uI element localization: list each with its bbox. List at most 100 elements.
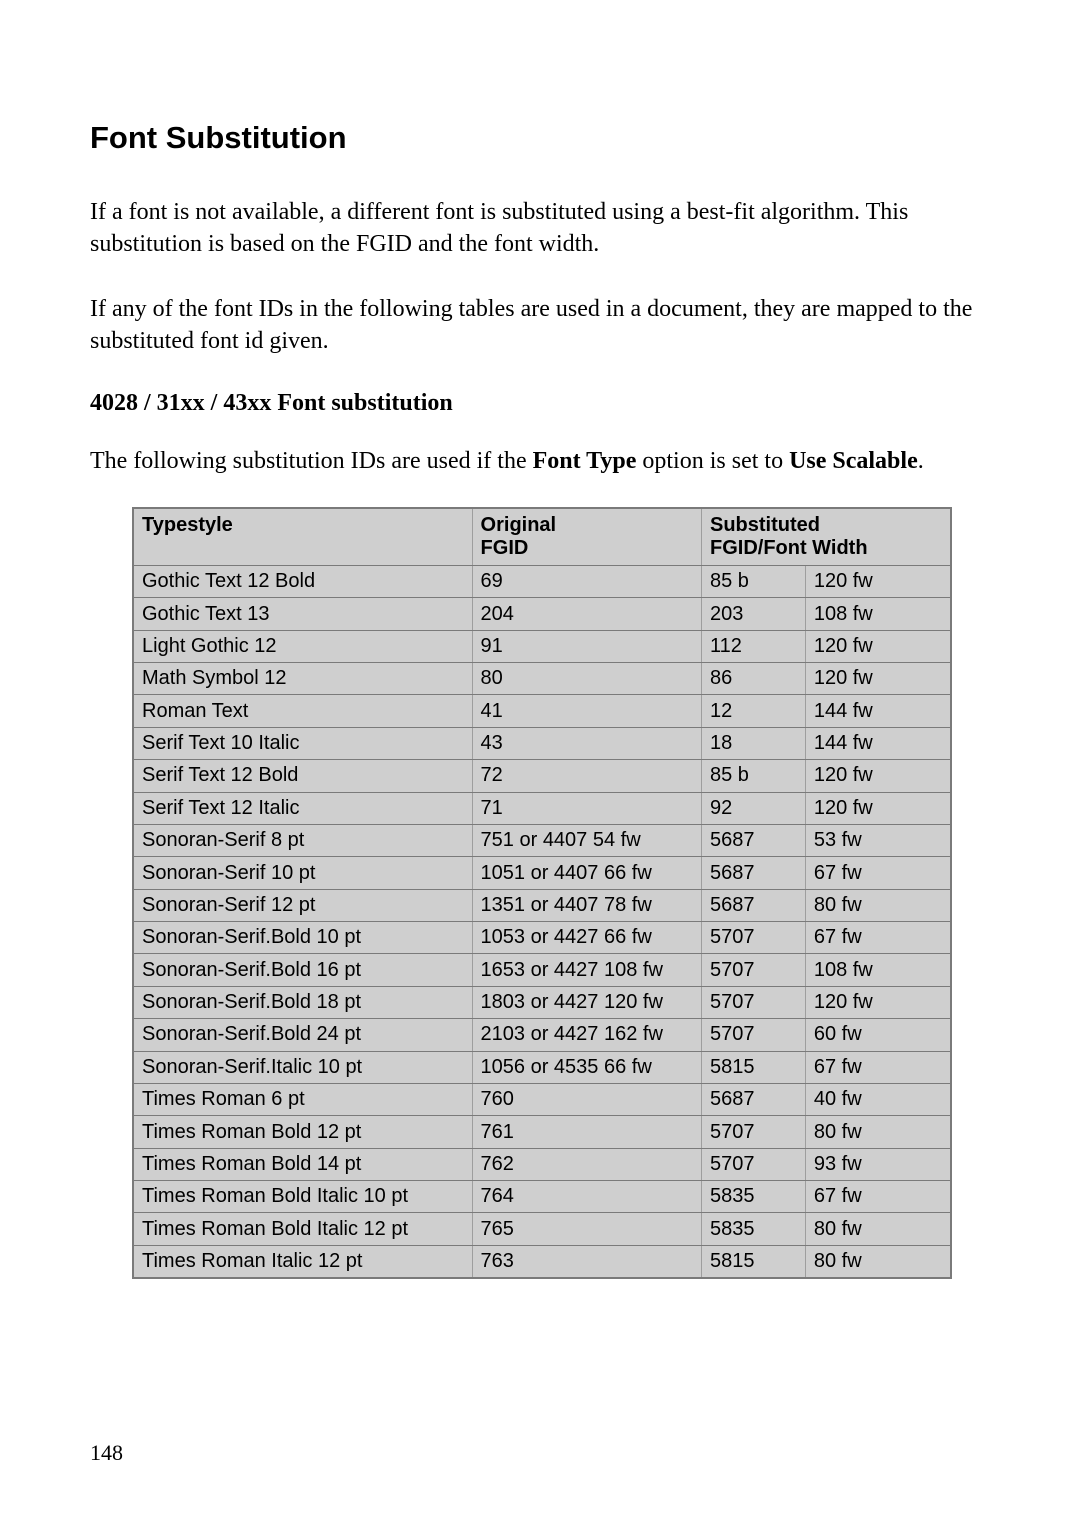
td-substituted-fgid: 112: [701, 630, 805, 662]
td-substituted-fgid: 5687: [701, 857, 805, 889]
section-subtitle: 4028 / 31xx / 43xx Font substitution: [90, 390, 990, 417]
th-original-line1: Original: [481, 514, 557, 536]
table-row: Sonoran-Serif.Bold 18 pt1803 or 4427 120…: [133, 986, 951, 1018]
td-substituted-fgid: 12: [701, 695, 805, 727]
td-original-fgid: 765: [472, 1213, 701, 1245]
table-row: Times Roman Bold 14 pt762570793 fw: [133, 1148, 951, 1180]
td-original-fgid: 762: [472, 1148, 701, 1180]
th-original-line2: FGID: [481, 537, 529, 559]
td-typestyle: Gothic Text 13: [133, 598, 472, 630]
table-row: Light Gothic 1291112120 fw: [133, 630, 951, 662]
td-typestyle: Times Roman 6 pt: [133, 1083, 472, 1115]
td-original-fgid: 43: [472, 727, 701, 759]
td-typestyle: Sonoran-Serif 12 pt: [133, 889, 472, 921]
td-substituted-width: 120 fw: [805, 663, 951, 695]
td-original-fgid: 1051 or 4407 66 fw: [472, 857, 701, 889]
td-typestyle: Math Symbol 12: [133, 663, 472, 695]
td-original-fgid: 71: [472, 792, 701, 824]
th-original-fgid: Original FGID: [472, 508, 701, 566]
td-substituted-fgid: 5707: [701, 954, 805, 986]
td-original-fgid: 1803 or 4427 120 fw: [472, 986, 701, 1018]
td-typestyle: Roman Text: [133, 695, 472, 727]
table-row: Times Roman Bold Italic 10 pt764583567 f…: [133, 1181, 951, 1213]
td-substituted-width: 40 fw: [805, 1083, 951, 1115]
td-substituted-fgid: 85 b: [701, 565, 805, 597]
table-header-row: Typestyle Original FGID Substituted FGID…: [133, 508, 951, 566]
th-substituted: Substituted FGID/Font Width: [701, 508, 951, 566]
td-typestyle: Serif Text 12 Bold: [133, 760, 472, 792]
td-substituted-fgid: 203: [701, 598, 805, 630]
td-substituted-width: 80 fw: [805, 1213, 951, 1245]
table-row: Serif Text 12 Italic7192120 fw: [133, 792, 951, 824]
table-row: Sonoran-Serif 12 pt1351 or 4407 78 fw568…: [133, 889, 951, 921]
table-row: Sonoran-Serif 8 pt751 or 4407 54 fw56875…: [133, 824, 951, 856]
td-substituted-width: 120 fw: [805, 792, 951, 824]
lead-sentence: The following substitution IDs are used …: [90, 445, 990, 477]
td-substituted-width: 53 fw: [805, 824, 951, 856]
td-typestyle: Gothic Text 12 Bold: [133, 565, 472, 597]
table-row: Roman Text4112144 fw: [133, 695, 951, 727]
table-body: Gothic Text 12 Bold6985 b120 fwGothic Te…: [133, 565, 951, 1278]
table-row: Sonoran-Serif 10 pt1051 or 4407 66 fw568…: [133, 857, 951, 889]
td-substituted-width: 67 fw: [805, 1181, 951, 1213]
td-original-fgid: 91: [472, 630, 701, 662]
td-original-fgid: 751 or 4407 54 fw: [472, 824, 701, 856]
lead-text-prefix: The following substitution IDs are used …: [90, 448, 533, 474]
td-typestyle: Light Gothic 12: [133, 630, 472, 662]
td-typestyle: Serif Text 12 Italic: [133, 792, 472, 824]
td-substituted-width: 120 fw: [805, 630, 951, 662]
td-substituted-width: 67 fw: [805, 1051, 951, 1083]
table-row: Sonoran-Serif.Bold 16 pt1653 or 4427 108…: [133, 954, 951, 986]
td-substituted-fgid: 5835: [701, 1181, 805, 1213]
table-row: Serif Text 12 Bold7285 b120 fw: [133, 760, 951, 792]
td-original-fgid: 1056 or 4535 66 fw: [472, 1051, 701, 1083]
td-original-fgid: 1351 or 4407 78 fw: [472, 889, 701, 921]
td-substituted-fgid: 5815: [701, 1051, 805, 1083]
td-substituted-fgid: 5687: [701, 1083, 805, 1115]
td-typestyle: Sonoran-Serif 8 pt: [133, 824, 472, 856]
td-substituted-fgid: 85 b: [701, 760, 805, 792]
td-original-fgid: 69: [472, 565, 701, 597]
td-original-fgid: 761: [472, 1116, 701, 1148]
th-substituted-line1: Substituted: [710, 514, 820, 536]
td-original-fgid: 1053 or 4427 66 fw: [472, 922, 701, 954]
td-substituted-width: 67 fw: [805, 857, 951, 889]
td-substituted-fgid: 18: [701, 727, 805, 759]
page-number: 148: [90, 1440, 123, 1466]
td-substituted-fgid: 86: [701, 663, 805, 695]
td-typestyle: Sonoran-Serif.Bold 10 pt: [133, 922, 472, 954]
td-substituted-fgid: 5707: [701, 986, 805, 1018]
td-substituted-fgid: 5707: [701, 1019, 805, 1051]
intro-paragraph-2: If any of the font IDs in the following …: [90, 293, 990, 358]
td-original-fgid: 764: [472, 1181, 701, 1213]
td-original-fgid: 80: [472, 663, 701, 695]
td-typestyle: Serif Text 10 Italic: [133, 727, 472, 759]
table-row: Sonoran-Serif.Italic 10 pt1056 or 4535 6…: [133, 1051, 951, 1083]
td-substituted-width: 93 fw: [805, 1148, 951, 1180]
td-original-fgid: 72: [472, 760, 701, 792]
table-row: Sonoran-Serif.Bold 10 pt1053 or 4427 66 …: [133, 922, 951, 954]
table-row: Times Roman Bold 12 pt761570780 fw: [133, 1116, 951, 1148]
table-row: Times Roman Italic 12 pt763581580 fw: [133, 1245, 951, 1278]
td-substituted-fgid: 5707: [701, 1148, 805, 1180]
td-typestyle: Sonoran-Serif 10 pt: [133, 857, 472, 889]
td-substituted-fgid: 5707: [701, 922, 805, 954]
td-substituted-fgid: 5687: [701, 824, 805, 856]
td-typestyle: Sonoran-Serif.Bold 18 pt: [133, 986, 472, 1018]
td-substituted-width: 108 fw: [805, 598, 951, 630]
td-substituted-width: 80 fw: [805, 1245, 951, 1278]
td-typestyle: Times Roman Bold Italic 10 pt: [133, 1181, 472, 1213]
td-substituted-width: 120 fw: [805, 760, 951, 792]
td-original-fgid: 2103 or 4427 162 fw: [472, 1019, 701, 1051]
td-substituted-width: 144 fw: [805, 695, 951, 727]
lead-text-mid: option is set to: [636, 448, 789, 474]
td-substituted-fgid: 5815: [701, 1245, 805, 1278]
table-row: Serif Text 10 Italic4318144 fw: [133, 727, 951, 759]
td-typestyle: Times Roman Bold 14 pt: [133, 1148, 472, 1180]
td-substituted-width: 67 fw: [805, 922, 951, 954]
td-original-fgid: 204: [472, 598, 701, 630]
td-original-fgid: 1653 or 4427 108 fw: [472, 954, 701, 986]
td-substituted-width: 80 fw: [805, 889, 951, 921]
lead-bold-use-scalable: Use Scalable: [789, 448, 918, 474]
table-row: Gothic Text 12 Bold6985 b120 fw: [133, 565, 951, 597]
